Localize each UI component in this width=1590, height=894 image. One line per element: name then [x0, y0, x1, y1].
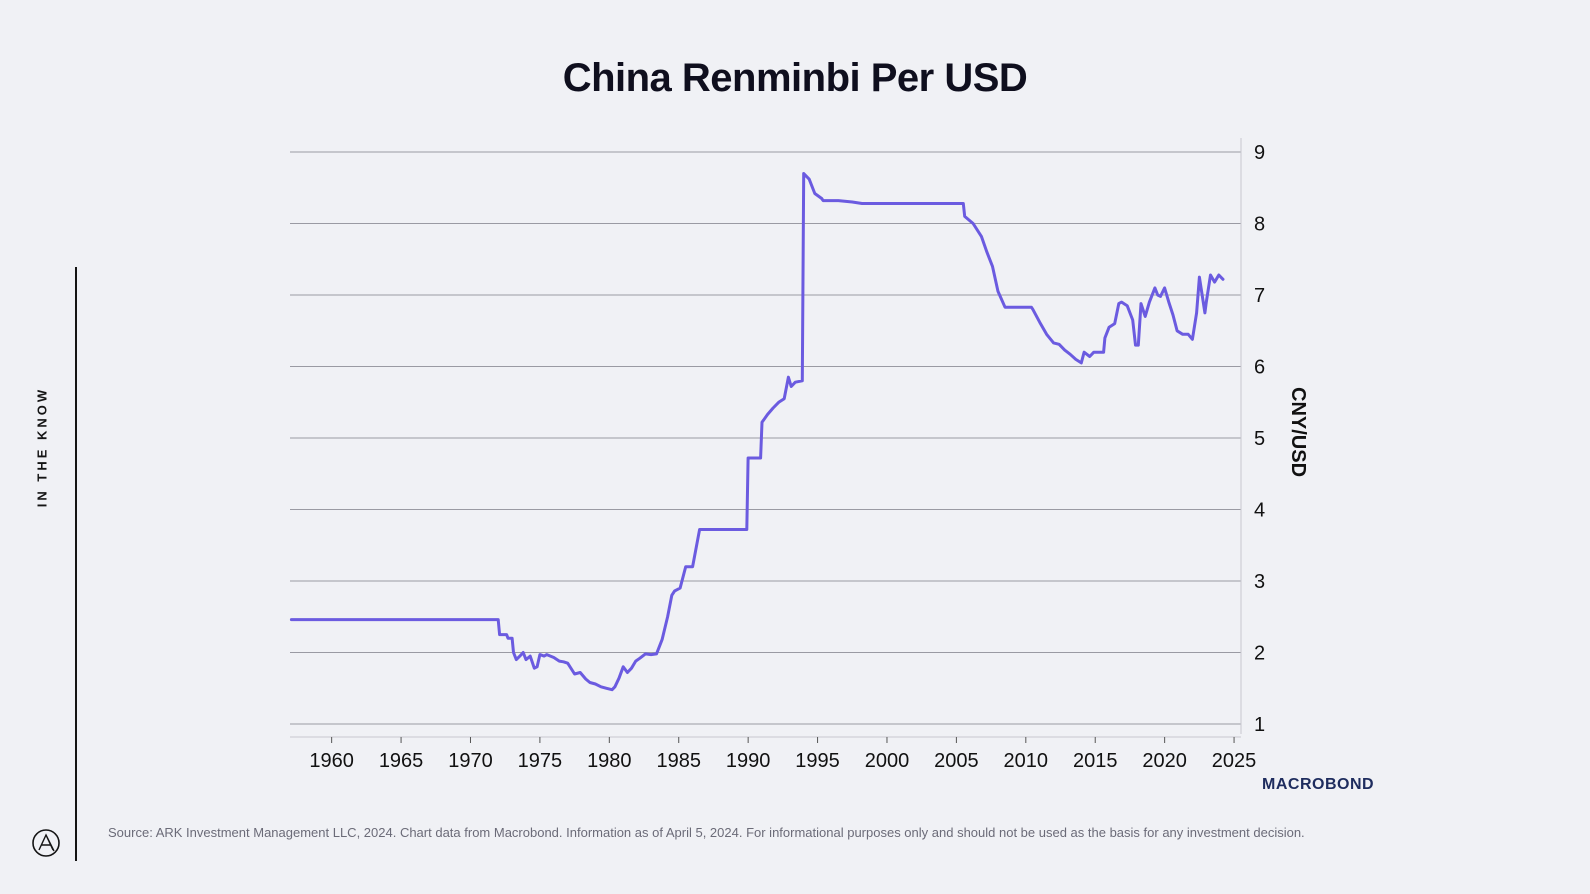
x-tick-label: 2010: [1004, 750, 1049, 772]
y-tick-label: 8: [1254, 214, 1265, 236]
ark-logo-icon: [32, 829, 60, 857]
side-divider: [75, 267, 77, 861]
y-tick-label: 2: [1254, 643, 1265, 665]
y-tick-label: 6: [1254, 357, 1265, 379]
y-tick-label: 5: [1254, 428, 1265, 450]
y-tick-label: 9: [1254, 142, 1265, 164]
y-tick-label: 3: [1254, 571, 1265, 593]
x-tick-label: 1970: [448, 750, 493, 772]
x-tick-label: 1960: [309, 750, 354, 772]
x-tick-label: 1980: [587, 750, 632, 772]
y-tick-label: 4: [1254, 500, 1265, 522]
series-line: [289, 172, 1225, 692]
source-footnote: Source: ARK Investment Management LLC, 2…: [108, 825, 1305, 840]
y-tick-label: 7: [1254, 285, 1265, 307]
x-tick-label: 2025: [1212, 750, 1257, 772]
x-tick-label: 2000: [865, 750, 910, 772]
macrobond-logo: MACROBOND: [1262, 776, 1375, 793]
x-tick-label: 1995: [795, 750, 840, 772]
x-tick-label: 2020: [1142, 750, 1187, 772]
x-tick-label: 2005: [934, 750, 979, 772]
chart-title: China Renminbi Per USD: [562, 56, 1028, 100]
x-tick-label: 1985: [656, 750, 701, 772]
y-tick-label: 1: [1254, 714, 1265, 736]
x-tick-label: 1990: [726, 750, 771, 772]
y-axis-title: CNY/USD: [1287, 387, 1309, 477]
x-tick-label: 2015: [1073, 750, 1118, 772]
x-tick-label: 1965: [379, 750, 424, 772]
x-tick-label: 1975: [518, 750, 563, 772]
